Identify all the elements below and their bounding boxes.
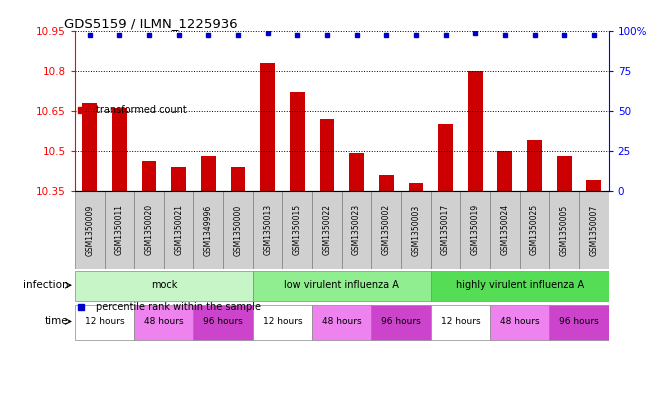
- Bar: [142, 162, 156, 191]
- Bar: [312, 191, 342, 269]
- Bar: [164, 191, 193, 269]
- Bar: [134, 191, 164, 269]
- Text: 96 hours: 96 hours: [559, 317, 599, 326]
- Bar: [82, 103, 97, 191]
- Bar: [253, 191, 283, 269]
- Text: GSM1350013: GSM1350013: [263, 204, 272, 255]
- Bar: [253, 305, 312, 340]
- Bar: [557, 156, 572, 191]
- Text: GSM1350009: GSM1350009: [85, 204, 94, 255]
- Text: percentile rank within the sample: percentile rank within the sample: [96, 301, 260, 312]
- Bar: [431, 191, 460, 269]
- Bar: [260, 63, 275, 191]
- Bar: [401, 191, 431, 269]
- Bar: [468, 71, 482, 191]
- Bar: [490, 191, 519, 269]
- Bar: [230, 167, 245, 191]
- Bar: [193, 305, 253, 340]
- Text: transformed count: transformed count: [96, 105, 186, 115]
- Bar: [519, 191, 549, 269]
- Text: GSM1350007: GSM1350007: [589, 204, 598, 255]
- Bar: [105, 191, 134, 269]
- Bar: [549, 191, 579, 269]
- Text: GSM1350024: GSM1350024: [501, 204, 509, 255]
- Text: GSM1350000: GSM1350000: [234, 204, 242, 255]
- Bar: [283, 191, 312, 269]
- Text: time: time: [45, 316, 68, 327]
- Text: 48 hours: 48 hours: [500, 317, 540, 326]
- Bar: [372, 305, 431, 340]
- Text: mock: mock: [150, 280, 177, 290]
- Bar: [253, 271, 431, 301]
- Text: 12 hours: 12 hours: [441, 317, 480, 326]
- Bar: [320, 119, 335, 191]
- Text: 96 hours: 96 hours: [203, 317, 243, 326]
- Bar: [312, 305, 372, 340]
- Bar: [379, 174, 394, 191]
- Bar: [549, 305, 609, 340]
- Bar: [223, 191, 253, 269]
- Text: GSM1350019: GSM1350019: [471, 204, 480, 255]
- Text: GSM1349996: GSM1349996: [204, 204, 213, 255]
- Bar: [409, 183, 423, 191]
- Bar: [431, 271, 609, 301]
- Bar: [112, 108, 127, 191]
- Bar: [460, 191, 490, 269]
- Bar: [490, 305, 549, 340]
- Bar: [372, 191, 401, 269]
- Text: infection: infection: [23, 280, 68, 290]
- Text: low virulent influenza A: low virulent influenza A: [284, 280, 399, 290]
- Text: GSM1350003: GSM1350003: [411, 204, 421, 255]
- Text: 12 hours: 12 hours: [262, 317, 302, 326]
- Bar: [171, 167, 186, 191]
- Text: highly virulent influenza A: highly virulent influenza A: [456, 280, 584, 290]
- Text: GSM1350015: GSM1350015: [293, 204, 302, 255]
- Text: 48 hours: 48 hours: [322, 317, 361, 326]
- Text: GSM1350017: GSM1350017: [441, 204, 450, 255]
- Bar: [134, 305, 193, 340]
- Text: 48 hours: 48 hours: [144, 317, 184, 326]
- Text: GSM1350025: GSM1350025: [530, 204, 539, 255]
- Bar: [579, 191, 609, 269]
- Bar: [75, 305, 134, 340]
- Text: GSM1350022: GSM1350022: [322, 204, 331, 255]
- Bar: [342, 191, 372, 269]
- Text: GSM1350011: GSM1350011: [115, 204, 124, 255]
- Bar: [431, 305, 490, 340]
- Text: GSM1350002: GSM1350002: [381, 204, 391, 255]
- Bar: [587, 180, 602, 191]
- Bar: [527, 140, 542, 191]
- Text: 96 hours: 96 hours: [381, 317, 421, 326]
- Bar: [193, 191, 223, 269]
- Bar: [75, 191, 105, 269]
- Bar: [438, 124, 453, 191]
- Text: GSM1350023: GSM1350023: [352, 204, 361, 255]
- Text: 12 hours: 12 hours: [85, 317, 124, 326]
- Bar: [75, 271, 253, 301]
- Bar: [201, 156, 215, 191]
- Text: GSM1350020: GSM1350020: [145, 204, 154, 255]
- Text: GSM1350021: GSM1350021: [174, 204, 183, 255]
- Text: GDS5159 / ILMN_1225936: GDS5159 / ILMN_1225936: [64, 17, 238, 30]
- Bar: [290, 92, 305, 191]
- Bar: [497, 151, 512, 191]
- Bar: [349, 153, 364, 191]
- Text: GSM1350005: GSM1350005: [560, 204, 569, 255]
